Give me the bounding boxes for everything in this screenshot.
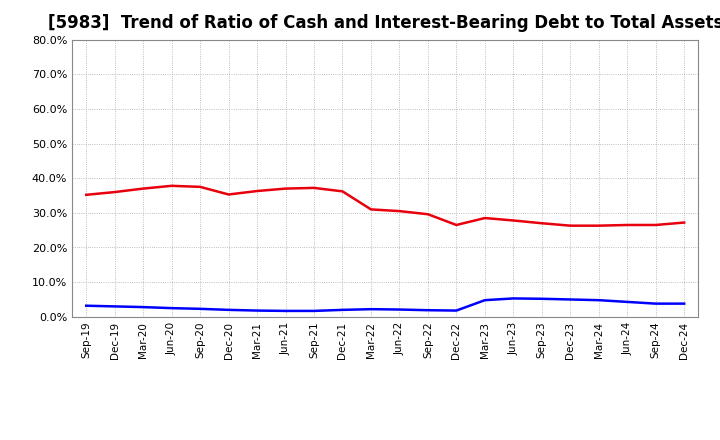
Cash xyxy=(139,186,148,191)
Cash xyxy=(395,209,404,214)
Cash xyxy=(366,207,375,212)
Interest-Bearing Debt xyxy=(452,308,461,313)
Interest-Bearing Debt xyxy=(110,304,119,309)
Interest-Bearing Debt xyxy=(623,299,631,304)
Cash xyxy=(537,220,546,226)
Cash xyxy=(338,189,347,194)
Interest-Bearing Debt xyxy=(537,296,546,301)
Cash xyxy=(82,192,91,198)
Title: [5983]  Trend of Ratio of Cash and Interest-Bearing Debt to Total Assets: [5983] Trend of Ratio of Cash and Intere… xyxy=(48,15,720,33)
Interest-Bearing Debt xyxy=(225,307,233,312)
Cash xyxy=(110,189,119,194)
Interest-Bearing Debt xyxy=(566,297,575,302)
Cash xyxy=(423,212,432,217)
Interest-Bearing Debt xyxy=(595,297,603,303)
Interest-Bearing Debt xyxy=(310,308,318,314)
Cash xyxy=(225,192,233,197)
Cash xyxy=(480,216,489,221)
Interest-Bearing Debt xyxy=(366,307,375,312)
Interest-Bearing Debt xyxy=(509,296,518,301)
Cash xyxy=(566,223,575,228)
Interest-Bearing Debt xyxy=(282,308,290,314)
Cash xyxy=(196,184,204,190)
Interest-Bearing Debt xyxy=(652,301,660,306)
Cash xyxy=(595,223,603,228)
Cash xyxy=(652,222,660,227)
Interest-Bearing Debt xyxy=(395,307,404,312)
Cash xyxy=(680,220,688,225)
Cash xyxy=(509,218,518,223)
Interest-Bearing Debt xyxy=(680,301,688,306)
Cash xyxy=(310,185,318,191)
Line: Cash: Cash xyxy=(86,186,684,226)
Cash xyxy=(167,183,176,188)
Interest-Bearing Debt xyxy=(423,308,432,313)
Cash xyxy=(623,222,631,227)
Interest-Bearing Debt xyxy=(139,304,148,310)
Line: Interest-Bearing Debt: Interest-Bearing Debt xyxy=(86,298,684,311)
Cash xyxy=(253,188,261,194)
Cash xyxy=(282,186,290,191)
Interest-Bearing Debt xyxy=(196,306,204,312)
Interest-Bearing Debt xyxy=(82,303,91,308)
Cash xyxy=(452,222,461,227)
Interest-Bearing Debt xyxy=(167,305,176,311)
Interest-Bearing Debt xyxy=(480,297,489,303)
Interest-Bearing Debt xyxy=(338,307,347,312)
Interest-Bearing Debt xyxy=(253,308,261,313)
